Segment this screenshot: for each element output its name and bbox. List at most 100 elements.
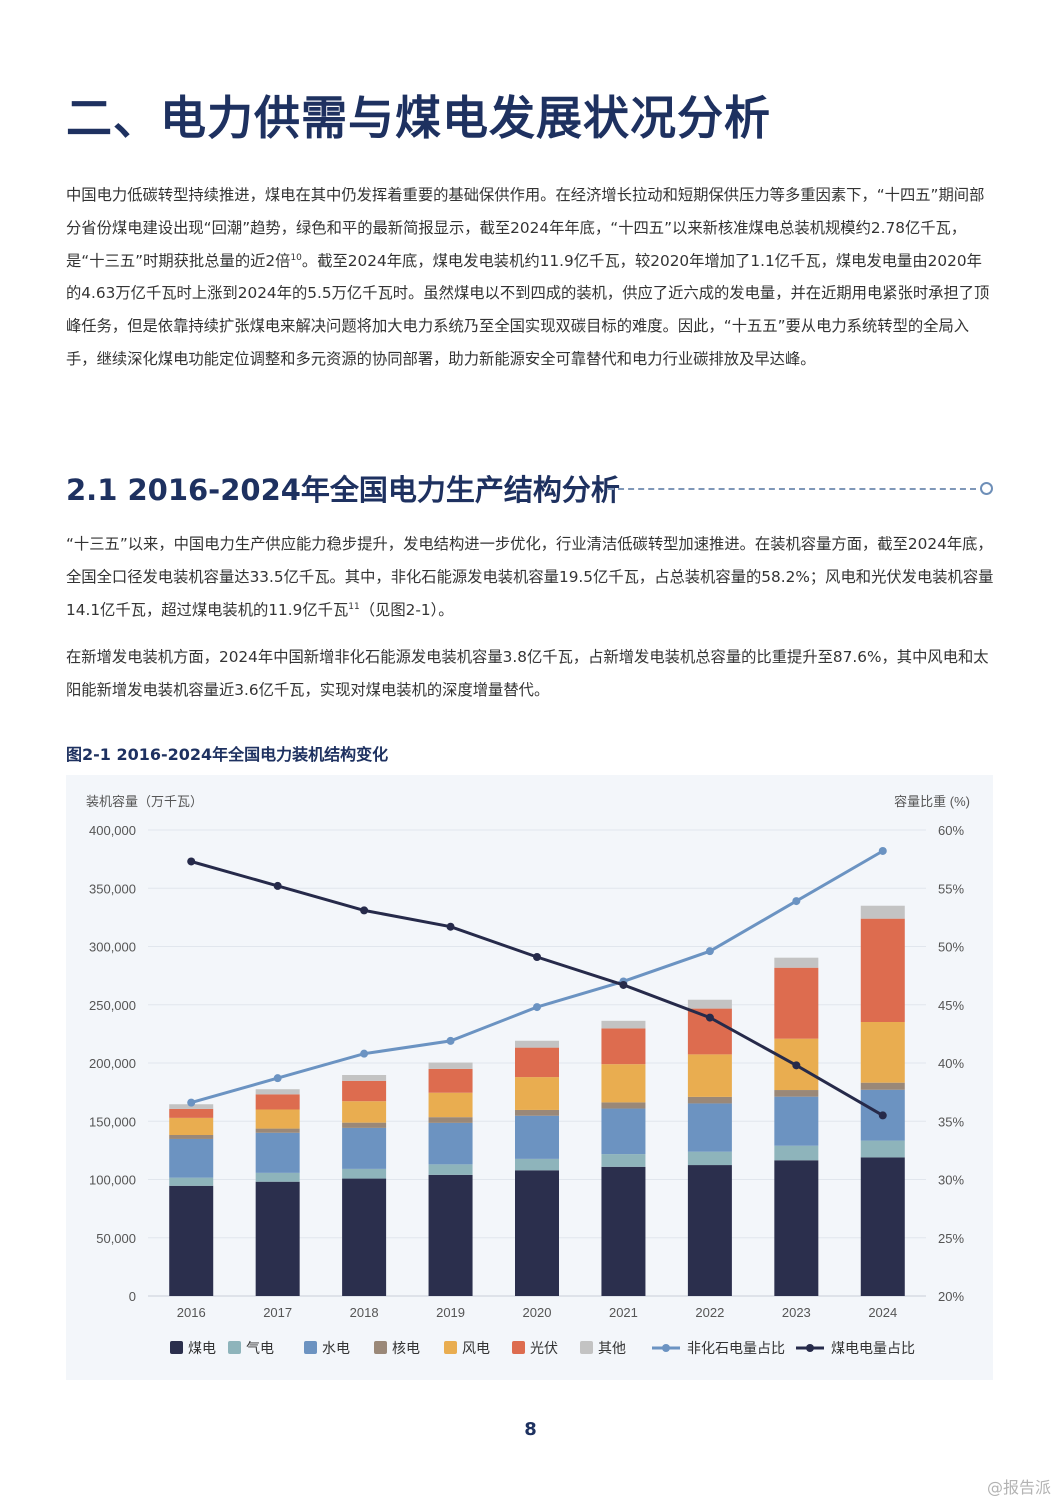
intro-paragraph: 中国电力低碳转型持续推进，煤电在其中仍发挥着重要的基础保供作用。在经济增长拉动和… [66,179,996,376]
legend-label: 水电 [322,1340,350,1356]
bar-segment-风电 [255,1109,300,1129]
bar-segment-光伏 [774,967,819,1039]
section-paragraph-1: “十三五”以来，中国电力生产供应能力稳步提升，发电结构进一步优化，行业清洁低碳转… [66,528,996,626]
y-right-tick-label: 45% [938,998,964,1013]
bar-segment-核电 [255,1128,300,1133]
bar-segment-光伏 [860,918,905,1022]
legend-marker-非化石电量占比 [662,1344,670,1352]
bar-segment-煤电 [601,1166,646,1296]
intro-text-part1: 中国电力低碳转型持续推进，煤电在其中仍发挥着重要的基础保供作用。在经济增长拉动和… [66,186,985,270]
section-divider [608,488,976,490]
legend-label: 煤电 [188,1340,216,1356]
x-tick-label: 2019 [436,1305,465,1320]
line-point-煤电电量占比 [792,1061,801,1070]
x-tick-label: 2024 [868,1305,897,1320]
bar-segment-气电 [860,1140,905,1158]
y-tick-label: 400,000 [89,823,136,838]
x-tick-label: 2023 [782,1305,811,1320]
bar-segment-气电 [255,1172,300,1182]
footnote-ref-11[interactable]: 11 [348,601,360,612]
legend-label: 非化石电量占比 [687,1340,785,1356]
x-tick-label: 2020 [523,1305,552,1320]
y-right-tick-label: 25% [938,1231,964,1246]
y-tick-label: 350,000 [89,881,136,896]
bar-segment-煤电 [515,1170,559,1296]
bar-segment-煤电 [687,1165,732,1296]
bar-segment-核电 [601,1102,646,1109]
legend-swatch-水电 [304,1341,317,1354]
y-right-tick-label: 30% [938,1173,964,1188]
bar-segment-煤电 [255,1181,300,1296]
x-tick-label: 2021 [609,1305,638,1320]
bar-segment-其他 [601,1020,646,1029]
section-text-part1: “十三五”以来，中国电力生产供应能力稳步提升，发电结构进一步优化，行业清洁低碳转… [66,535,994,619]
section-text-part2: （见图2-1）。 [359,600,454,619]
legend-swatch-其他 [580,1341,593,1354]
legend-swatch-光伏 [512,1341,525,1354]
bar-segment-气电 [428,1164,473,1175]
y-tick-label: 100,000 [89,1173,136,1188]
bar-segment-风电 [687,1054,732,1097]
y-axis-title: 装机容量（万千瓦） [86,794,203,809]
bar-segment-煤电 [860,1157,905,1296]
bar-segment-风电 [860,1021,905,1083]
line-point-非化石电量占比 [273,1074,282,1083]
bar-segment-核电 [169,1134,214,1139]
bar-segment-光伏 [169,1108,214,1118]
bar-segment-其他 [774,957,819,968]
section-divider-dot [980,482,993,495]
line-point-非化石电量占比 [792,897,801,906]
line-point-非化石电量占比 [446,1036,455,1045]
chart-panel: 装机容量（万千瓦） 容量比重 (%) 0 20% 50,000 25% 100,000 30%… [66,775,993,1380]
bar-segment-光伏 [515,1047,559,1078]
bar-segment-水电 [342,1127,387,1169]
line-point-非化石电量占比 [187,1098,196,1107]
bar-segment-核电 [342,1122,387,1128]
installed-capacity-chart: 装机容量（万千瓦） 容量比重 (%) 0 20% 50,000 25% 100,000 30%… [86,794,970,1356]
bar-segment-煤电 [428,1174,473,1296]
line-point-煤电电量占比 [187,857,196,866]
line-point-煤电电量占比 [705,1013,714,1022]
bar-segment-水电 [601,1108,646,1155]
section-paragraph-2: 在新增发电装机方面，2024年中国新增非化石能源发电装机容量3.8亿千瓦，占新增… [66,648,989,699]
y-tick-label: 150,000 [89,1114,136,1129]
x-tick-label: 2022 [695,1305,724,1320]
line-point-非化石电量占比 [360,1049,369,1058]
y-right-tick-label: 35% [938,1114,964,1129]
y-right-tick-label: 50% [938,940,964,955]
y-right-tick-label: 20% [938,1289,964,1304]
bar-segment-光伏 [601,1028,646,1065]
page-number: 8 [524,1419,537,1440]
section-heading: 2.1 2016-2024年全国电力生产结构分析 [66,473,620,507]
footnote-ref-10[interactable]: 10 [290,252,302,263]
bar-segment-光伏 [255,1094,300,1110]
bar-segment-其他 [428,1062,473,1069]
bar-segment-光伏 [428,1068,473,1093]
bar-segment-气电 [687,1151,732,1166]
intro-text-part2: 。截至2024年底，煤电发电装机约11.9亿千瓦，较2020年增加了1.1亿千瓦… [66,251,990,368]
legend-label: 光伏 [530,1340,558,1356]
bar-segment-其他 [687,999,732,1009]
bar-segment-核电 [774,1090,819,1097]
y-tick-label: 0 [129,1289,136,1304]
legend-marker-煤电电量占比 [806,1344,814,1352]
y-tick-label: 250,000 [89,998,136,1013]
page-title: 二、电力供需与煤电发展状况分析 [66,91,771,145]
x-tick-label: 2017 [263,1305,292,1320]
watermark: @报告派 [986,1478,1051,1497]
bar-segment-光伏 [342,1080,387,1102]
bar-segment-核电 [515,1109,559,1116]
bar-segment-水电 [687,1103,732,1152]
bar-segment-气电 [342,1168,387,1179]
y-tick-label: 300,000 [89,940,136,955]
line-point-非化石电量占比 [533,1003,541,1012]
legend-label: 煤电电量占比 [831,1340,915,1356]
bar-segment-风电 [515,1077,559,1110]
line-point-非化石电量占比 [878,846,887,855]
bar-segment-气电 [774,1145,819,1161]
bar-segment-气电 [169,1177,214,1186]
bar-segment-风电 [169,1117,214,1135]
bar-segment-水电 [774,1096,819,1146]
bar-segment-水电 [169,1138,214,1178]
bar-segment-气电 [515,1158,559,1171]
